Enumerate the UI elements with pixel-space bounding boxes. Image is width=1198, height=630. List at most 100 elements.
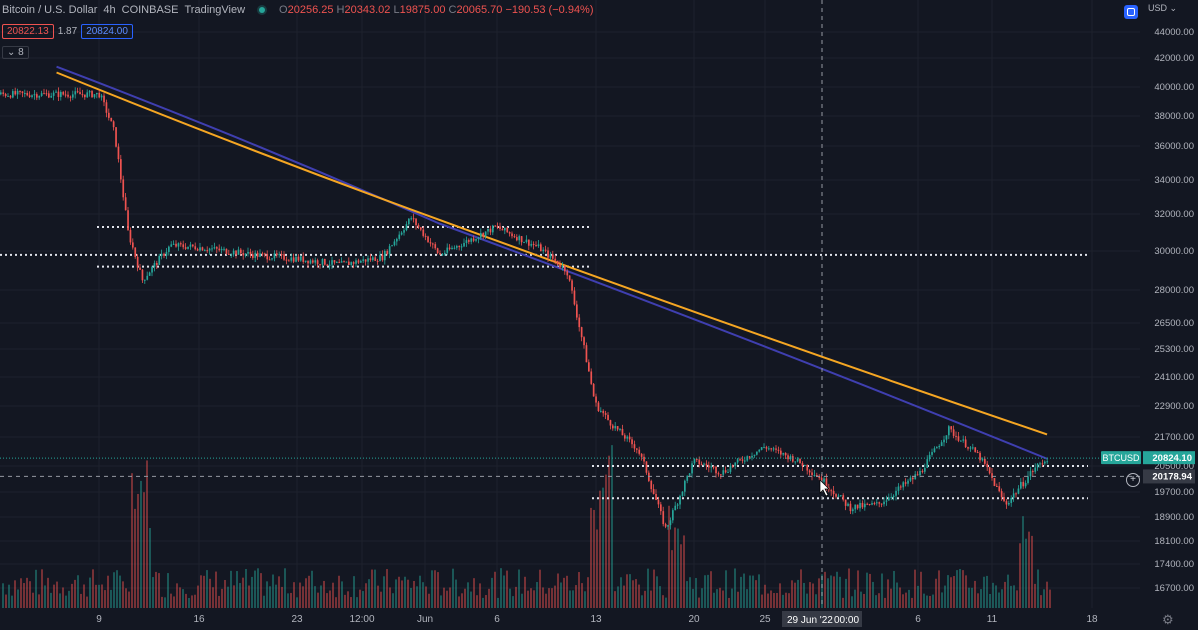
currency-label: USD	[1148, 3, 1168, 13]
volume-bar	[284, 568, 286, 608]
candle-body	[434, 244, 437, 249]
volume-bar	[680, 544, 682, 608]
volume-bar	[743, 573, 745, 608]
chart-mode-icon[interactable]	[1124, 5, 1138, 19]
volume-bar	[317, 592, 319, 608]
candle-body	[715, 466, 717, 474]
candle-body	[631, 439, 633, 445]
volume-bar	[299, 582, 301, 608]
volume-bar	[659, 586, 661, 608]
candle-body	[453, 247, 456, 249]
candle-body	[441, 254, 444, 256]
candle-body	[792, 456, 794, 462]
candle-body	[998, 486, 1001, 492]
symbol-name[interactable]: Bitcoin / U.S. Dollar	[2, 4, 98, 16]
volume-bar	[125, 588, 127, 608]
volume-bar	[515, 586, 517, 608]
candle-body	[139, 267, 141, 270]
volume-bar	[23, 583, 25, 608]
candle-body	[396, 238, 398, 242]
candle-body	[112, 121, 115, 128]
y-tick-label: 19700.00	[1154, 487, 1194, 498]
candle-body	[484, 231, 487, 237]
currency-selector[interactable]: USD ⌄	[1148, 3, 1178, 13]
candle-body	[283, 254, 285, 260]
candle-body	[904, 482, 907, 484]
volume-bar	[581, 583, 583, 608]
candle-body	[837, 495, 840, 497]
volume-bar	[833, 576, 835, 608]
volume-bar	[350, 597, 352, 608]
candle-body	[703, 463, 705, 465]
volume-bar	[302, 586, 304, 608]
candle-body	[9, 95, 12, 98]
candle-body	[386, 250, 389, 254]
volume-bar	[1016, 590, 1018, 608]
volume-bar	[578, 572, 580, 608]
candle-body	[196, 249, 199, 251]
candle-body	[948, 426, 950, 436]
candle-body	[655, 493, 657, 501]
crosshair-time-label: 00:00	[834, 615, 859, 626]
volume-bar	[494, 571, 496, 608]
volume-bar	[176, 583, 178, 608]
candle-body	[444, 252, 446, 255]
volume-bar	[1028, 531, 1030, 608]
candle-body	[559, 264, 561, 268]
candle-body	[319, 264, 321, 266]
candle-body	[220, 248, 223, 251]
volume-bar	[338, 575, 340, 608]
y-tick-label: 21700.00	[1154, 432, 1194, 443]
candle-body	[1032, 471, 1034, 473]
volume-bar	[860, 591, 862, 608]
sell-button[interactable]: 20822.13	[2, 24, 54, 39]
volume-bar	[497, 597, 499, 608]
volume-bar	[161, 596, 163, 608]
candle-body	[1027, 476, 1029, 483]
candle-body	[420, 227, 422, 230]
volume-bar	[1043, 589, 1045, 608]
gear-icon[interactable]: ⚙	[1162, 612, 1174, 627]
candle-body	[720, 474, 722, 476]
candle-body	[357, 260, 360, 263]
volume-bar	[416, 586, 418, 608]
volume-bar	[392, 593, 394, 608]
volume-bar	[1019, 543, 1021, 608]
volume-bar	[386, 569, 388, 608]
volume-bar	[116, 570, 118, 608]
crosshair-time-box	[782, 611, 862, 627]
candle-body	[525, 239, 528, 243]
candle-body	[72, 94, 74, 98]
indicators-toggle[interactable]: ⌄ 8	[2, 46, 29, 59]
candle-body	[900, 486, 902, 488]
volume-bar	[404, 576, 406, 608]
volume-bar	[587, 577, 589, 608]
add-alert-icon[interactable]: +	[1126, 473, 1140, 487]
candle-body	[225, 248, 228, 254]
candle-body	[304, 260, 307, 262]
interval-label[interactable]: 4h	[103, 4, 116, 16]
candle-body	[429, 242, 432, 244]
volume-bar	[773, 593, 775, 608]
low-value: 19875.00	[399, 4, 446, 16]
candle-body	[573, 290, 576, 305]
volume-bar	[155, 571, 157, 608]
candle-body	[21, 91, 24, 94]
candle-body	[952, 429, 955, 436]
candle-body	[410, 218, 413, 220]
volume-bar	[1031, 535, 1033, 608]
volume-bar	[353, 576, 355, 608]
volume-bar	[977, 593, 979, 608]
candle-body	[254, 252, 257, 258]
volume-bar	[842, 597, 844, 608]
candle-body	[844, 499, 847, 506]
candle-body	[544, 249, 547, 251]
candle-body	[103, 95, 105, 103]
candle-body	[566, 271, 569, 276]
buy-button[interactable]: 20824.00	[81, 24, 133, 39]
candle-body	[472, 238, 475, 241]
volume-bar	[524, 576, 526, 608]
candle-body	[364, 259, 367, 262]
candle-body	[748, 456, 751, 458]
